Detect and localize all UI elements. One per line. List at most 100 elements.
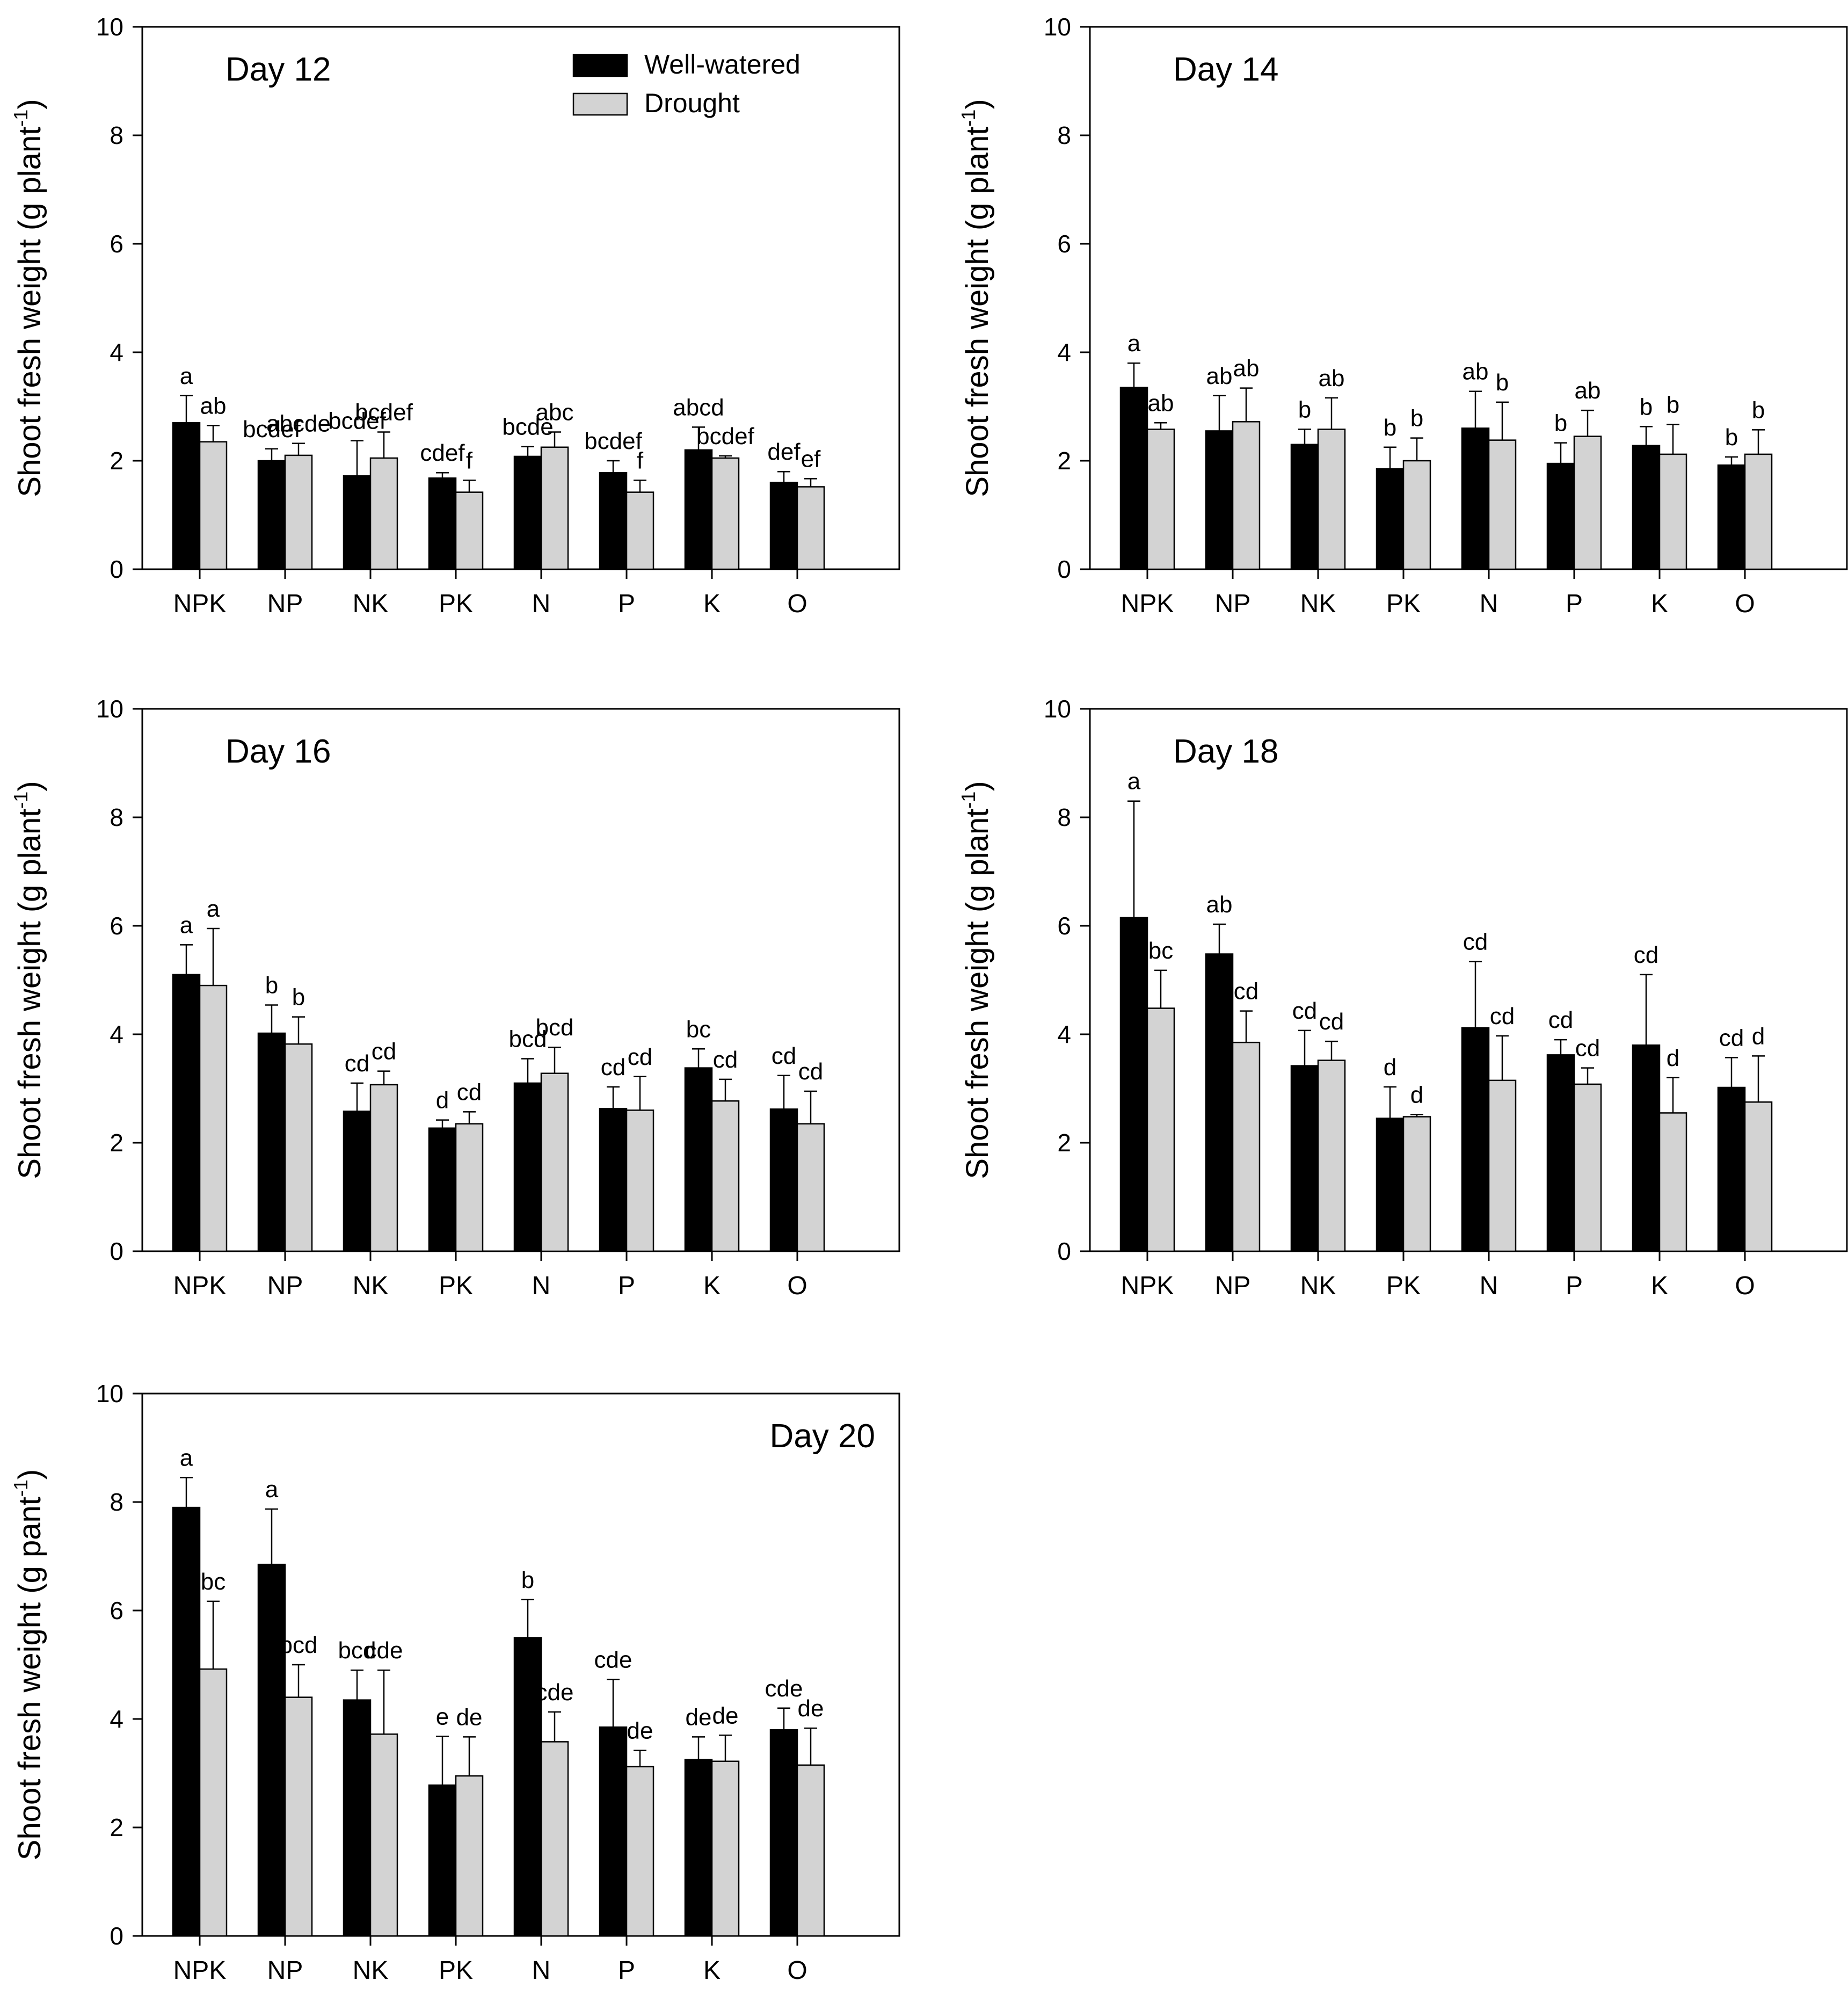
significance-letter: abcd: [673, 394, 724, 420]
significance-letter: bcd: [280, 1632, 318, 1658]
significance-letter: de: [627, 1718, 653, 1744]
panel-title: Day 20: [770, 1418, 875, 1455]
significance-letter: bcd: [338, 1637, 376, 1664]
bar-drought-p: [625, 491, 654, 570]
bar-drought-np: [1232, 421, 1261, 570]
bar-well-watered-nk: [1290, 1065, 1319, 1252]
significance-letter: cd: [772, 1043, 796, 1069]
bar-drought-o: [1744, 453, 1773, 570]
bar-drought-pk: [455, 491, 484, 570]
y-tick-label: 6: [110, 1597, 123, 1624]
bar-drought-np: [284, 454, 313, 570]
significance-letter: ef: [801, 446, 821, 472]
y-tick-label: 8: [110, 803, 123, 831]
y-tick-label: 6: [110, 912, 123, 940]
x-tick-label-p: P: [1566, 590, 1583, 618]
x-tick-label-k: K: [1651, 1272, 1668, 1300]
bar-well-watered-pk: [428, 1127, 457, 1252]
bar-drought-n: [1488, 1079, 1517, 1252]
x-tick-label-o: O: [1735, 1272, 1755, 1300]
bar-drought-npk: [1146, 429, 1175, 570]
bar-drought-n: [540, 446, 569, 570]
bar-drought-p: [625, 1109, 654, 1252]
significance-letter: cd: [372, 1039, 396, 1065]
significance-letter: b: [1298, 396, 1311, 423]
significance-letter: f: [637, 447, 644, 474]
bar-well-watered-pk: [1376, 468, 1405, 570]
bar-drought-nk: [369, 457, 398, 570]
y-tick-label: 0: [1057, 555, 1071, 583]
significance-letter: bcdef: [328, 408, 386, 434]
y-tick-label: 10: [96, 1380, 123, 1408]
significance-letter: cde: [765, 1675, 803, 1702]
x-tick-label-n: N: [1480, 590, 1498, 618]
panel-title: Day 16: [225, 733, 331, 770]
x-tick-label-pk: PK: [1386, 1272, 1421, 1300]
bar-well-watered-o: [769, 1729, 798, 1937]
significance-letter: ab: [1206, 363, 1233, 389]
bar-drought-npk: [199, 1668, 228, 1937]
bar-well-watered-k: [684, 1067, 713, 1252]
bar-well-watered-p: [1546, 462, 1575, 570]
significance-letter: b: [1640, 394, 1653, 420]
significance-letter: a: [265, 1476, 279, 1503]
x-tick-label-k: K: [703, 1956, 721, 1985]
y-tick-label: 2: [1057, 1129, 1071, 1157]
bar-well-watered-k: [1632, 445, 1661, 570]
bar-well-watered-n: [513, 1082, 542, 1252]
significance-letter: def: [767, 439, 801, 465]
bar-well-watered-npk: [172, 422, 201, 570]
bar-well-watered-np: [257, 1032, 286, 1252]
x-tick-label-np: NP: [267, 1956, 303, 1985]
bar-well-watered-n: [1461, 427, 1490, 570]
x-tick-label-np: NP: [1215, 590, 1251, 618]
bar-well-watered-n: [513, 1637, 542, 1937]
x-tick-label-np: NP: [267, 590, 303, 618]
significance-letter: a: [180, 1445, 193, 1471]
legend-label-drought: Drought: [644, 88, 740, 118]
significance-letter: cd: [1319, 1009, 1344, 1035]
significance-letter: ab: [1206, 891, 1233, 918]
significance-letter: cd: [1634, 942, 1658, 968]
bar-well-watered-o: [1717, 464, 1746, 570]
significance-letter: b: [1725, 424, 1738, 451]
bar-well-watered-pk: [428, 477, 457, 570]
y-tick-label: 10: [1044, 13, 1071, 41]
bar-well-watered-n: [513, 455, 542, 570]
significance-letter: cd: [1548, 1007, 1573, 1033]
bar-drought-pk: [455, 1775, 484, 1937]
y-tick-label: 8: [1057, 121, 1071, 149]
bar-drought-pk: [1402, 460, 1431, 570]
panel-title: Day 18: [1173, 733, 1278, 770]
significance-letter: d: [1667, 1045, 1679, 1071]
x-tick-label-o: O: [787, 1272, 807, 1300]
x-tick-label-k: K: [703, 590, 721, 618]
bar-drought-k: [711, 457, 740, 570]
y-tick-label: 8: [110, 1488, 123, 1516]
significance-letter: cd: [628, 1044, 652, 1070]
significance-letter: abc: [536, 399, 574, 425]
bar-well-watered-npk: [1119, 387, 1148, 570]
x-tick-label-o: O: [787, 1956, 807, 1985]
x-tick-label-np: NP: [1215, 1272, 1251, 1300]
significance-letter: cde: [365, 1637, 403, 1664]
bar-drought-n: [540, 1741, 569, 1937]
significance-letter: cd: [1234, 978, 1258, 1005]
y-tick-label: 0: [110, 1922, 123, 1950]
bar-drought-npk: [199, 441, 228, 570]
significance-letter: b: [1554, 410, 1567, 437]
y-tick-label: 4: [1057, 338, 1071, 366]
x-tick-label-npk: NPK: [173, 590, 227, 618]
significance-letter: cd: [345, 1050, 369, 1077]
significance-letter: bc: [201, 1569, 225, 1595]
significance-letter: a: [1127, 330, 1141, 357]
significance-letter: cd: [457, 1079, 482, 1105]
significance-letter: cd: [1575, 1035, 1600, 1062]
y-tick-label: 8: [110, 121, 123, 149]
significance-letter: a: [1127, 768, 1141, 795]
y-tick-label: 0: [110, 555, 123, 583]
legend-swatch-well-watered: [572, 54, 628, 77]
bar-well-watered-pk: [1376, 1118, 1405, 1252]
